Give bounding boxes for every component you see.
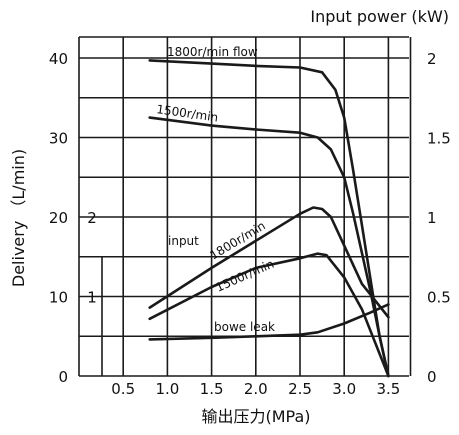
y2-axis-title: Input power (kW) xyxy=(310,7,449,26)
series-label-bowe-leak: bowe leak xyxy=(214,320,275,334)
y2-tick-label: 2 xyxy=(427,50,437,68)
x-tick-label: 3.0 xyxy=(332,380,356,398)
series-1800-input xyxy=(148,206,390,319)
x-tick-label: 0.5 xyxy=(111,380,135,398)
series-1800-flow xyxy=(148,59,390,378)
y-tick-label: 10 xyxy=(49,289,68,307)
series-1500-flow xyxy=(148,116,390,378)
series-group xyxy=(148,59,390,378)
y-tick-label: 20 xyxy=(49,209,68,227)
y2-tick-label: 0.5 xyxy=(427,289,451,307)
x-tick-label: 2.0 xyxy=(244,380,268,398)
x-axis-title: 输出压力(MPa) xyxy=(201,407,310,426)
y3-tick-label: 1 xyxy=(87,289,97,307)
annotation-input: input xyxy=(168,234,199,248)
x-tick-label: 1.5 xyxy=(200,380,224,398)
x-tick-label: 3.5 xyxy=(376,380,400,398)
y2-tick-label: 1.5 xyxy=(427,130,451,148)
series-1500-input xyxy=(148,252,390,378)
y-tick-label: 0 xyxy=(58,368,68,386)
y-tick-label: 40 xyxy=(49,50,68,68)
series-label-1800-flow: 1800r/min flow xyxy=(167,45,258,59)
y-axis-title: Delivery （L/min) xyxy=(9,149,28,287)
series-bowe-leak xyxy=(148,303,390,341)
y-tick-label: 30 xyxy=(49,130,68,148)
y2-tick-label: 0 xyxy=(427,368,437,386)
y2-tick-label: 1 xyxy=(427,209,437,227)
y3-tick-label: 2 xyxy=(87,209,97,227)
x-tick-label: 1.0 xyxy=(155,380,179,398)
x-tick-label: 2.5 xyxy=(288,380,312,398)
